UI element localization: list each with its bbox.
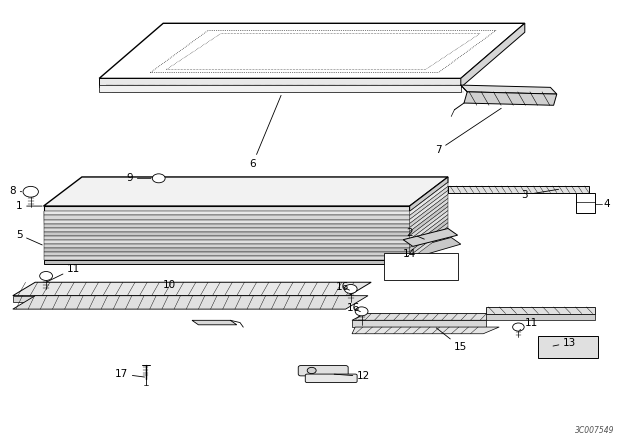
Text: 2: 2	[406, 228, 424, 239]
Text: 13: 13	[553, 338, 576, 348]
Polygon shape	[410, 186, 448, 220]
Polygon shape	[410, 219, 448, 252]
Polygon shape	[44, 211, 410, 215]
Polygon shape	[44, 240, 410, 244]
Text: 15: 15	[436, 328, 467, 352]
Polygon shape	[13, 296, 349, 302]
Polygon shape	[44, 220, 410, 224]
Circle shape	[307, 367, 316, 374]
FancyBboxPatch shape	[298, 366, 348, 376]
Polygon shape	[410, 237, 461, 255]
Polygon shape	[461, 23, 525, 87]
Text: 5: 5	[16, 230, 42, 245]
Polygon shape	[410, 223, 448, 256]
Text: 1: 1	[16, 201, 42, 211]
Text: 7: 7	[435, 108, 501, 155]
Text: 3C007549: 3C007549	[575, 426, 615, 435]
Text: 6: 6	[250, 95, 281, 168]
Polygon shape	[13, 296, 368, 309]
Polygon shape	[576, 193, 595, 213]
Polygon shape	[410, 215, 448, 248]
Polygon shape	[486, 314, 595, 320]
Polygon shape	[461, 85, 557, 94]
Polygon shape	[410, 211, 448, 244]
Polygon shape	[410, 202, 448, 236]
Polygon shape	[44, 228, 410, 232]
Polygon shape	[464, 92, 557, 105]
Circle shape	[513, 323, 524, 331]
Polygon shape	[44, 177, 448, 206]
Text: 11: 11	[47, 264, 80, 282]
Polygon shape	[99, 23, 525, 78]
Text: 16: 16	[336, 282, 349, 292]
Polygon shape	[44, 224, 410, 228]
Polygon shape	[448, 186, 589, 193]
Circle shape	[152, 174, 165, 183]
Polygon shape	[352, 327, 499, 334]
Polygon shape	[44, 252, 410, 256]
Text: 3: 3	[522, 190, 559, 200]
Text: 9: 9	[127, 173, 151, 183]
Polygon shape	[99, 78, 461, 87]
FancyBboxPatch shape	[384, 253, 458, 280]
Text: 4: 4	[604, 199, 610, 209]
Text: 10: 10	[163, 280, 176, 290]
Polygon shape	[410, 198, 448, 232]
Bar	[538, 336, 598, 358]
Text: 8: 8	[10, 186, 22, 196]
Polygon shape	[486, 307, 595, 314]
FancyBboxPatch shape	[305, 374, 357, 383]
Circle shape	[23, 186, 38, 197]
Polygon shape	[44, 215, 410, 220]
Circle shape	[355, 307, 368, 316]
Text: 14: 14	[403, 250, 416, 259]
Text: 16: 16	[347, 303, 360, 313]
Polygon shape	[410, 227, 448, 260]
Polygon shape	[44, 206, 410, 211]
Polygon shape	[44, 248, 410, 252]
Polygon shape	[410, 194, 448, 228]
Polygon shape	[410, 207, 448, 240]
Polygon shape	[44, 242, 93, 249]
Polygon shape	[150, 30, 496, 73]
Polygon shape	[13, 282, 371, 296]
Polygon shape	[166, 34, 480, 69]
Polygon shape	[44, 232, 410, 236]
Text: 12: 12	[334, 371, 370, 381]
Circle shape	[40, 271, 52, 280]
Polygon shape	[99, 85, 461, 92]
Polygon shape	[44, 256, 410, 260]
Polygon shape	[44, 236, 410, 240]
Polygon shape	[352, 320, 486, 327]
Text: 11: 11	[520, 318, 538, 330]
Polygon shape	[410, 190, 448, 224]
Polygon shape	[410, 182, 448, 215]
Text: 17: 17	[115, 369, 145, 379]
Circle shape	[344, 284, 357, 293]
Polygon shape	[44, 260, 410, 264]
Polygon shape	[403, 228, 458, 246]
Polygon shape	[410, 177, 448, 211]
Polygon shape	[352, 314, 499, 320]
Polygon shape	[44, 244, 410, 248]
Polygon shape	[192, 320, 237, 325]
